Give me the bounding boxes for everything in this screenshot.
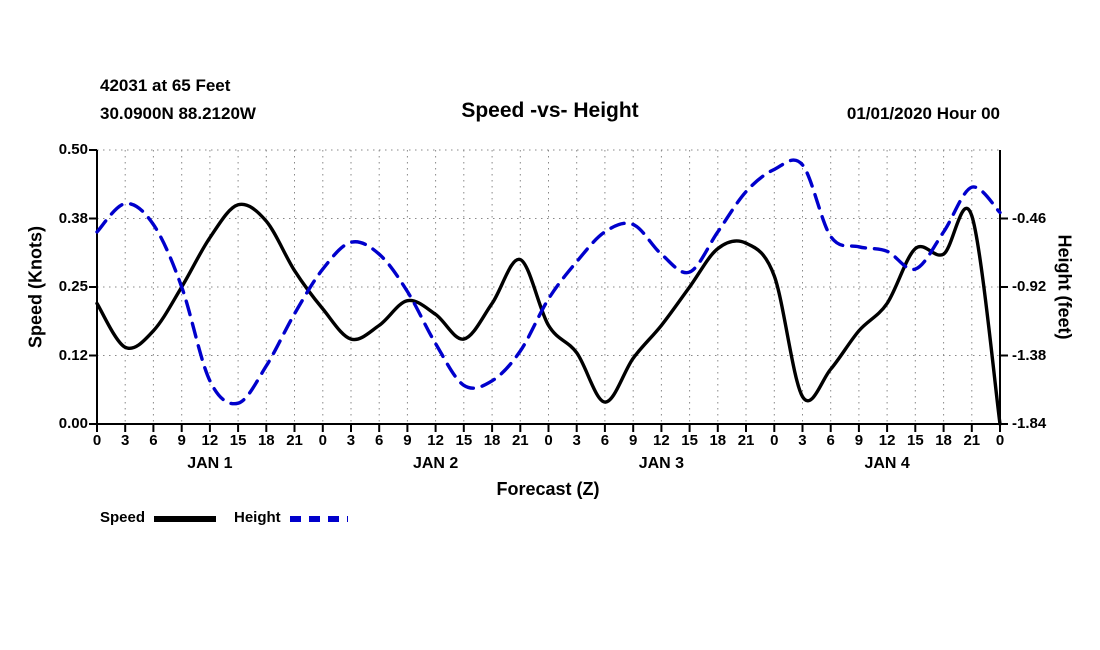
x-hour-tick-label: 6 bbox=[826, 432, 835, 449]
x-day-label: JAN 3 bbox=[638, 455, 685, 472]
legend-speed-swatch bbox=[154, 516, 216, 522]
x-hour-tick-label: 18 bbox=[935, 432, 952, 449]
x-hour-tick-label: 6 bbox=[149, 432, 158, 449]
x-hour-tick-label: 21 bbox=[963, 432, 981, 449]
x-hour-tick-label: 12 bbox=[201, 432, 219, 449]
x-hour-tick-label: 0 bbox=[318, 432, 327, 449]
legend-height-swatch bbox=[290, 516, 348, 522]
series-height-line bbox=[95, 158, 1002, 406]
x-hour-tick-label: 3 bbox=[798, 432, 807, 449]
x-day-label: JAN 1 bbox=[187, 455, 233, 472]
x-hour-tick-label: 21 bbox=[286, 432, 303, 449]
x-hour-tick-label: 9 bbox=[403, 432, 412, 449]
x-hour-tick-label: 9 bbox=[177, 432, 186, 449]
x-hour-tick-label: 15 bbox=[681, 432, 698, 449]
legend-height-label: Height bbox=[234, 509, 281, 526]
y-left-tick-label: 0.12 bbox=[58, 346, 88, 364]
y-left-tick-label: 0.50 bbox=[58, 141, 88, 158]
x-hour-tick-label: 12 bbox=[878, 432, 896, 449]
x-hour-tick-label: 3 bbox=[121, 432, 130, 449]
y-right-tick-label: -1.38 bbox=[1012, 346, 1047, 364]
y-left-tick-label: 0.25 bbox=[58, 278, 88, 295]
x-axis-label: Forecast (Z) bbox=[496, 479, 600, 499]
x-hour-tick-label: 3 bbox=[346, 432, 356, 449]
x-hour-tick-label: 0 bbox=[92, 432, 102, 449]
y-left-tick-label: 0.38 bbox=[58, 209, 88, 227]
x-hour-tick-label: 9 bbox=[628, 432, 638, 449]
x-hour-tick-label: 18 bbox=[483, 432, 501, 449]
x-hour-tick-label: 18 bbox=[257, 432, 275, 449]
y-right-tick-label: -0.46 bbox=[1012, 209, 1047, 227]
x-hour-tick-label: 0 bbox=[544, 432, 553, 449]
x-hour-tick-label: 9 bbox=[854, 432, 864, 449]
x-hour-tick-label: 21 bbox=[511, 432, 529, 449]
x-hour-tick-label: 6 bbox=[600, 432, 610, 449]
x-hour-tick-label: 3 bbox=[572, 432, 581, 449]
x-hour-tick-label: 21 bbox=[737, 432, 755, 449]
x-day-label: JAN 2 bbox=[412, 455, 459, 472]
legend-speed-label: Speed bbox=[100, 509, 146, 526]
series-speed-line bbox=[95, 202, 1002, 426]
station-coordinates-text: 30.0900N 88.2120W bbox=[100, 104, 256, 123]
y-right-tick-label: -0.92 bbox=[1012, 278, 1047, 295]
x-hour-tick-label: 0 bbox=[995, 432, 1005, 449]
x-hour-tick-label: 12 bbox=[427, 432, 444, 449]
y-left-tick-label: 0.00 bbox=[58, 415, 88, 432]
x-hour-tick-label: 15 bbox=[229, 432, 247, 449]
x-hour-tick-label: 6 bbox=[375, 432, 384, 449]
x-hour-tick-label: 0 bbox=[770, 432, 779, 449]
y-right-tick-label: -1.84 bbox=[1012, 415, 1047, 432]
station-id-text: 42031 at 65 Feet bbox=[100, 76, 231, 95]
x-hour-tick-label: 15 bbox=[455, 432, 473, 449]
x-hour-tick-label: 18 bbox=[709, 432, 727, 449]
forecast-datetime-text: 01/01/2020 Hour 00 bbox=[846, 104, 1000, 123]
x-hour-tick-label: 12 bbox=[653, 432, 670, 449]
x-day-label: JAN 4 bbox=[864, 455, 910, 472]
chart-title: Speed -vs- Height bbox=[461, 99, 639, 122]
x-hour-tick-label: 15 bbox=[907, 432, 924, 449]
